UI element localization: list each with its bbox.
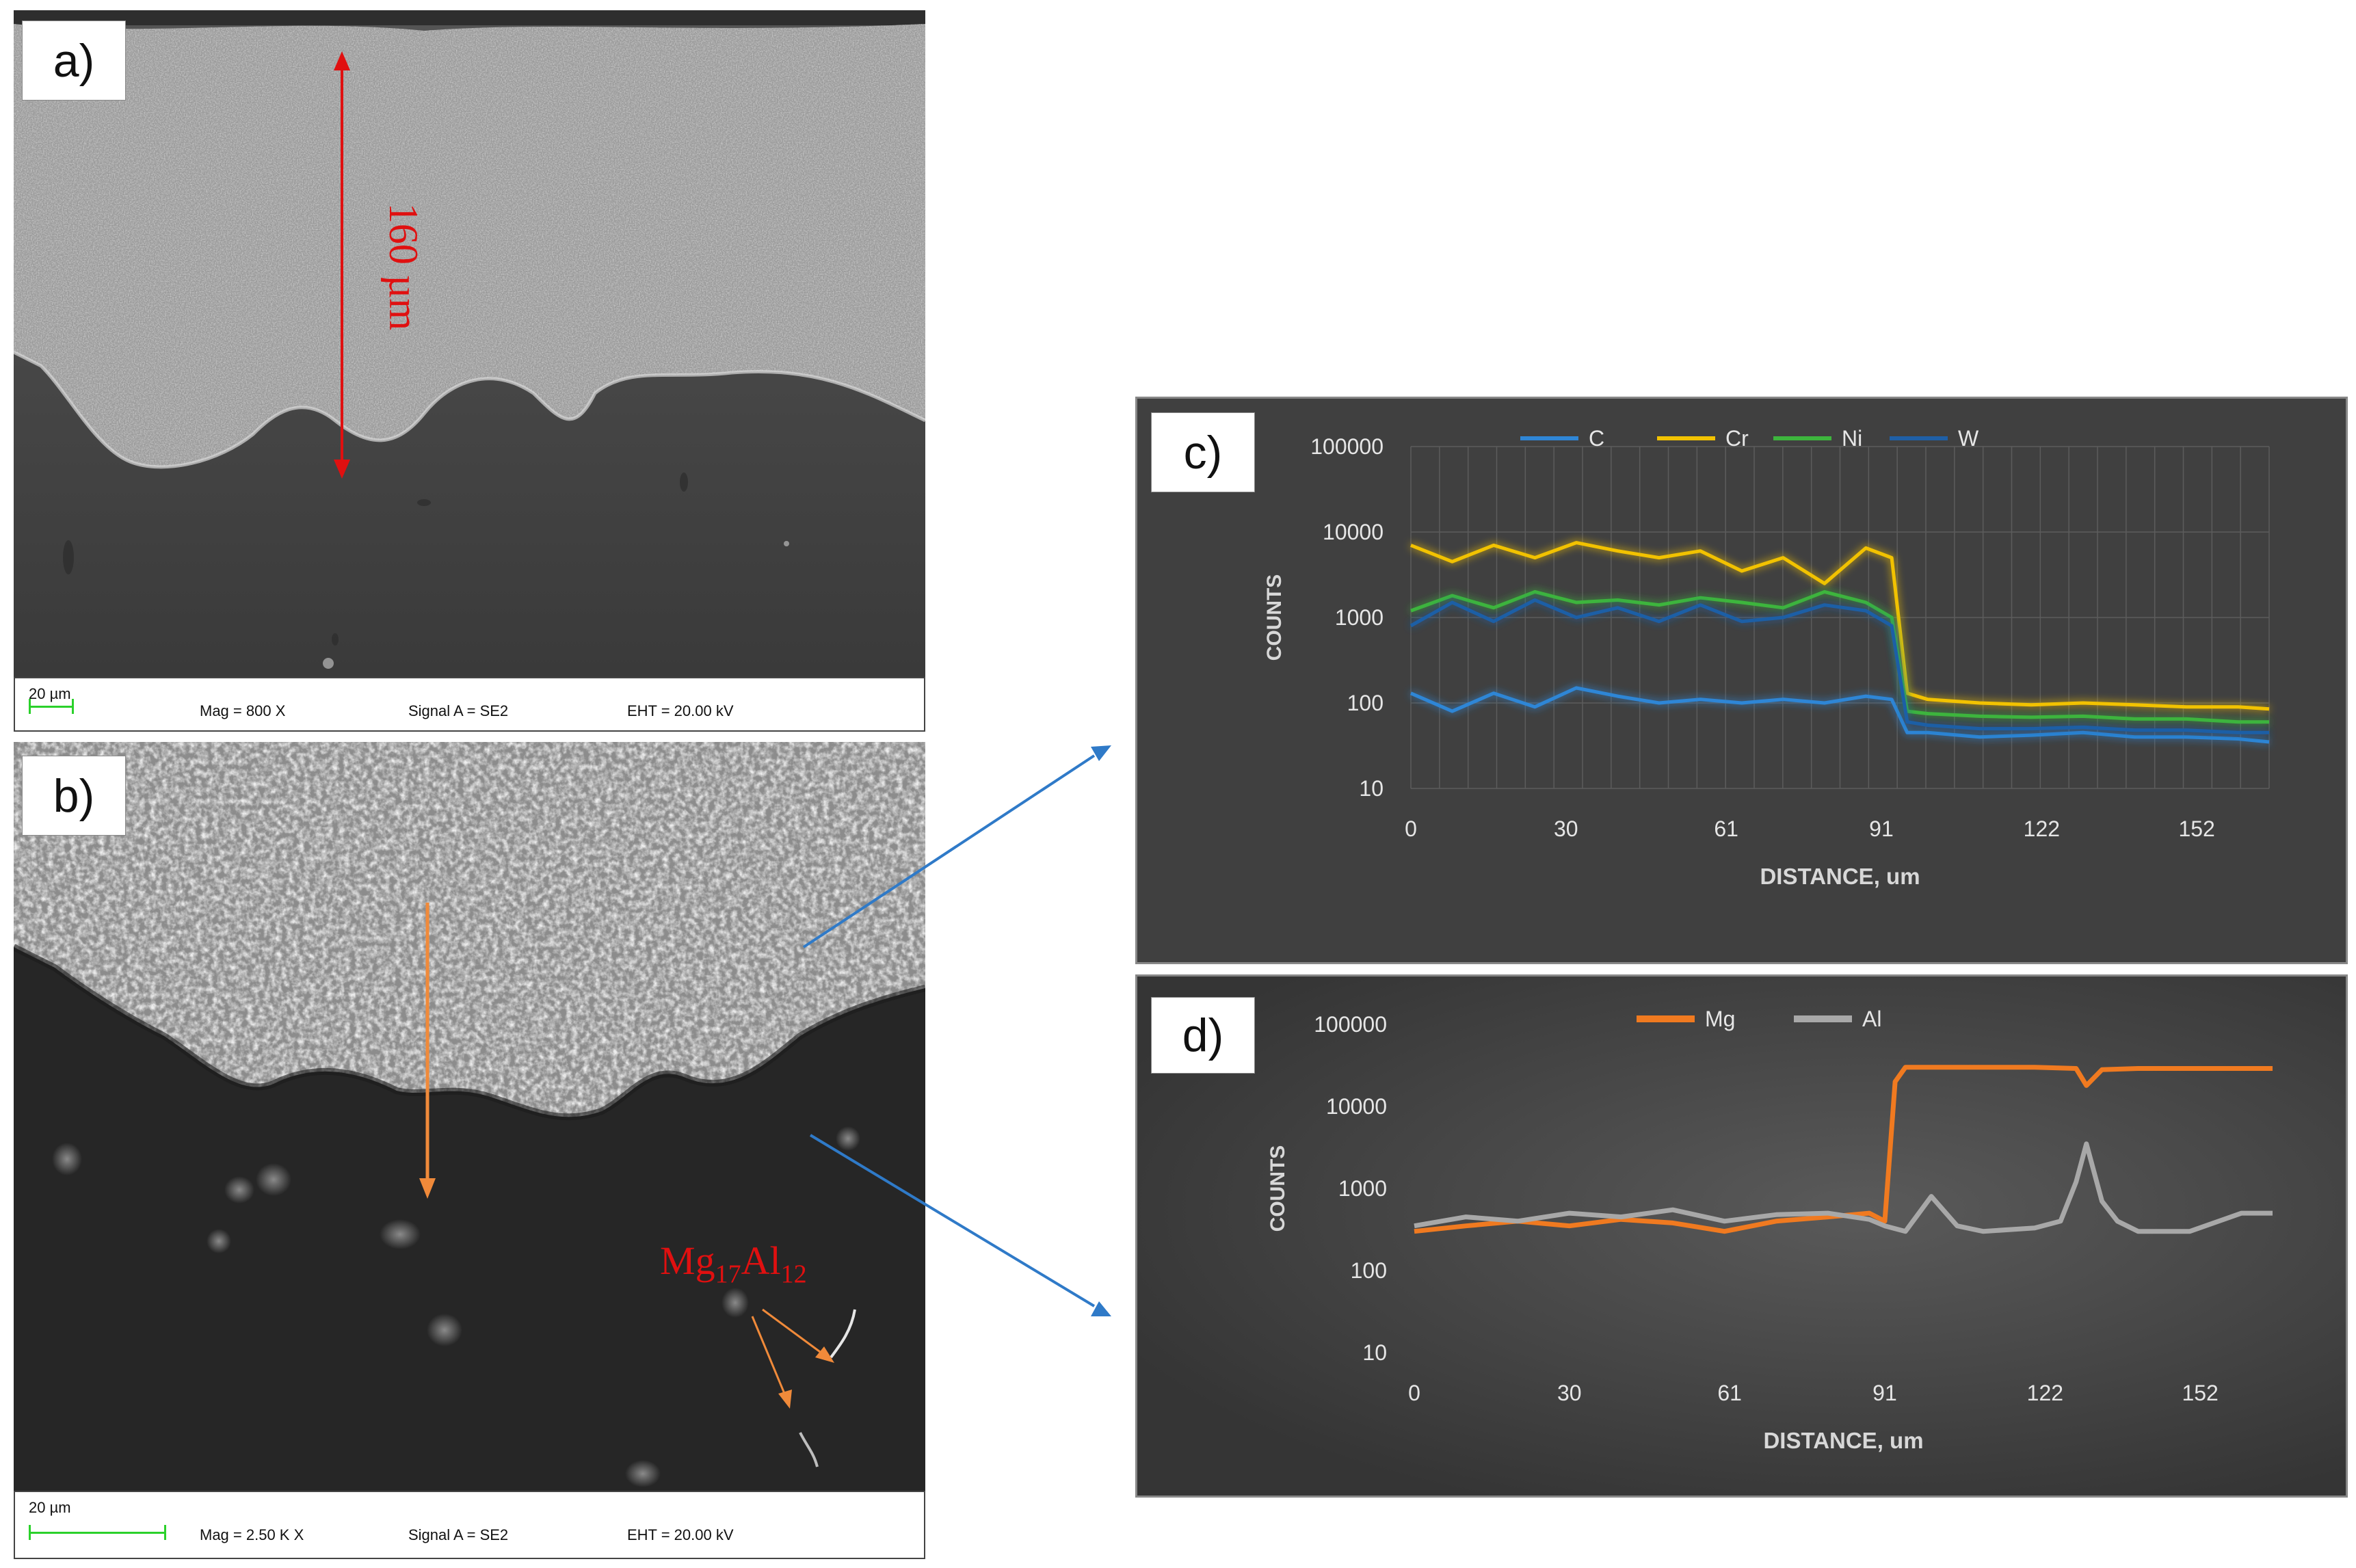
x-tick-label: 122: [2024, 816, 2060, 841]
signal: Signal A = SE2: [408, 1526, 509, 1543]
y-tick-label: 1000: [1335, 605, 1384, 630]
chart-c-svg: 10 100 1000 10000 100000 0 30 61 91 122 152 DISTANC…: [1263, 426, 2270, 889]
thickness-arrow: [334, 51, 350, 479]
sem-info-bar-a: 20 µm Mag = 800 X Signal A = SE2 EHT = 2…: [14, 677, 925, 732]
scale-bar-label: 20 µm: [29, 1499, 71, 1516]
series-line-w: [1409, 598, 2269, 734]
y-tick-label: 100000: [1314, 1012, 1387, 1037]
scale-bar-tick-right: [164, 1525, 166, 1540]
magnification: Mag = 800 X: [200, 702, 286, 719]
chart-c: 10 100 1000 10000 100000 0 30 61 91 122 152 DISTANC…: [1135, 397, 2348, 964]
y-axis-label: COUNTS: [1267, 1145, 1289, 1232]
y-tick-label: 10: [1359, 776, 1384, 801]
x-tick-label: 61: [1717, 1381, 1742, 1405]
y-tick-label: 100000: [1310, 434, 1384, 459]
series-line-ni: [1410, 589, 2269, 724]
x-tick-label: 61: [1714, 816, 1738, 841]
chart-d: 10 100 1000 10000 100000 0 30 61 91 122 152 DISTANC…: [1135, 974, 2348, 1498]
series-line-c: [1410, 686, 2270, 744]
legend-label-c: C: [1589, 426, 1604, 451]
x-tick-label: 91: [1869, 816, 1894, 841]
x-tick-label: 91: [1872, 1381, 1897, 1405]
x-tick-label: 152: [2182, 1381, 2218, 1405]
panel-a: 160 µm a) 20 µm Mag = 800 X Signal A = S…: [14, 10, 925, 732]
magnification: Mag = 2.50 K X: [200, 1526, 304, 1543]
panel-label-d: d): [1151, 997, 1255, 1074]
series-line-al: [1414, 1141, 2273, 1234]
legend-label-mg: Mg: [1705, 1007, 1735, 1031]
scale-bar-label: 20 µm: [29, 685, 71, 702]
scale-bar: [29, 706, 73, 708]
precipitate-spots: [52, 1126, 860, 1487]
series-line-mg: [1414, 1065, 2273, 1234]
panel-label-b: b): [22, 756, 126, 836]
phase-label: Mg17Al12: [660, 1238, 807, 1290]
y-tick-label: 100: [1351, 1258, 1387, 1283]
x-tick-label: 0: [1408, 1381, 1420, 1405]
y-tick-label: 10000: [1323, 520, 1384, 544]
series-line-cr: [1410, 541, 2270, 711]
phase-subscript-12: 12: [780, 1260, 807, 1289]
signal: Signal A = SE2: [408, 702, 509, 719]
y-axis-label: COUNTS: [1263, 574, 1286, 661]
x-tick-label: 152: [2178, 816, 2214, 841]
y-tick-label: 10000: [1326, 1094, 1387, 1119]
scale-bar-tick-left: [29, 1525, 31, 1540]
thickness-label: 160 µm: [381, 202, 426, 331]
x-tick-label: 0: [1405, 816, 1417, 841]
eht: EHT = 20.00 kV: [627, 702, 734, 719]
sem-info-bar-b: 20 µm Mag = 2.50 K X Signal A = SE2 EHT …: [14, 1491, 925, 1559]
x-axis-label: DISTANCE, um: [1760, 864, 1920, 889]
y-tick-label: 100: [1347, 691, 1384, 715]
legend-label-ni: Ni: [1842, 426, 1862, 451]
phase-subscript-17: 17: [715, 1260, 741, 1289]
y-tick-label: 10: [1362, 1340, 1387, 1365]
y-tick-label: 1000: [1338, 1176, 1387, 1201]
scale-bar-tick-left: [29, 699, 31, 714]
scale-bar-tick-right: [72, 699, 74, 714]
legend-label-al: Al: [1862, 1007, 1881, 1031]
panel-label-c: c): [1151, 412, 1255, 492]
phase-element-al: Al: [741, 1238, 781, 1283]
eht: EHT = 20.00 kV: [627, 1526, 734, 1543]
chart-d-svg: 10 100 1000 10000 100000 0 30 61 91 122 152 DISTANC…: [1267, 1007, 2273, 1453]
legend-label-cr: Cr: [1725, 426, 1749, 451]
x-tick-label: 30: [1557, 1381, 1582, 1405]
phase-element-mg: Mg: [660, 1238, 715, 1283]
panel-b: Mg17Al12 b) 20 µm Mag = 2.50 K X Signal …: [14, 742, 925, 1559]
x-tick-label: 122: [2027, 1381, 2063, 1405]
line-scan-arrow: [419, 903, 834, 1409]
legend-label-w: W: [1958, 426, 1979, 451]
x-axis-label: DISTANCE, um: [1763, 1428, 1923, 1453]
panel-label-a: a): [22, 21, 126, 101]
sem-image-b: [14, 742, 925, 1491]
scale-bar: [29, 1532, 166, 1534]
x-tick-label: 30: [1554, 816, 1578, 841]
sem-image-a: [14, 10, 925, 677]
